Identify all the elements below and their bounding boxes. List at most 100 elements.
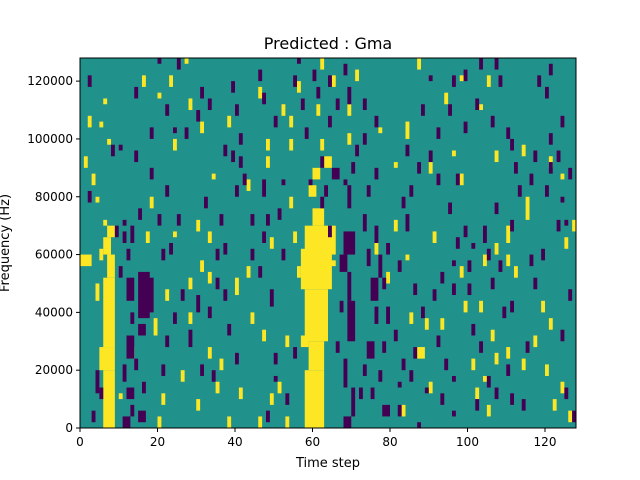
heatmap-cell-high xyxy=(188,98,193,111)
heatmap-cell-high xyxy=(374,243,379,255)
heatmap-cell-low xyxy=(176,214,181,226)
heatmap-cell-low xyxy=(494,387,499,400)
heatmap-cell-low xyxy=(138,323,146,336)
heatmap-cell-low xyxy=(537,75,542,87)
heatmap-cell-low xyxy=(134,358,139,371)
heatmap-cell-low xyxy=(262,92,266,105)
heatmap-cell-low xyxy=(231,150,235,163)
heatmap-cell-low xyxy=(452,410,456,417)
heatmap-cell-high xyxy=(157,92,162,99)
heatmap-cell-low xyxy=(165,104,170,116)
heatmap-cell-high xyxy=(211,173,216,180)
heatmap-cell-low xyxy=(157,58,162,64)
heatmap-cell-low xyxy=(440,271,445,284)
chart-title: Predicted : Gma xyxy=(264,34,392,53)
heatmap-cell-high xyxy=(521,358,526,371)
heatmap-cell-low xyxy=(273,115,278,128)
heatmap-cell-high xyxy=(227,416,232,428)
heatmap-cell-high xyxy=(169,75,173,87)
heatmap-cell-low xyxy=(448,104,452,116)
heatmap-cell-high xyxy=(308,185,317,197)
heatmap-cell-low xyxy=(506,364,511,376)
heatmap-cell-high xyxy=(479,300,483,313)
heatmap-cell-low xyxy=(452,375,456,382)
heatmap-cell-high xyxy=(200,121,204,134)
heatmap-cell-low xyxy=(87,75,92,87)
heatmap-cell-high xyxy=(145,231,150,243)
heatmap-cell-high xyxy=(424,318,429,330)
heatmap-cell-high xyxy=(483,254,487,267)
heatmap-cell-high xyxy=(459,173,464,186)
heatmap-cell-high xyxy=(196,219,201,232)
heatmap-cell-low xyxy=(471,243,476,249)
heatmap-cell-low xyxy=(339,300,344,313)
heatmap-cell-low xyxy=(347,86,352,105)
heatmap-cell-high xyxy=(479,104,483,111)
heatmap-cell-low xyxy=(324,185,328,197)
x-tick-label: 20 xyxy=(150,435,165,449)
heatmap-cell-low xyxy=(452,260,456,267)
y-tick-label: 80000 xyxy=(35,190,73,204)
heatmap-cell-low xyxy=(211,370,216,382)
heatmap-cell-low xyxy=(347,185,352,209)
x-tick-label: 0 xyxy=(76,435,84,449)
heatmap-cell-low xyxy=(258,69,263,82)
heatmap-cell-low xyxy=(130,225,135,243)
heatmap-cell-high xyxy=(281,104,286,116)
heatmap-cell-high xyxy=(188,312,193,324)
heatmap-cell-low xyxy=(479,341,483,353)
heatmap-cell-high xyxy=(308,341,325,371)
heatmap-cell-high xyxy=(258,86,263,99)
heatmap-cell-high xyxy=(486,75,491,87)
heatmap-cell-low xyxy=(560,115,565,128)
heatmap-cell-low xyxy=(421,104,425,116)
heatmap-cell-high xyxy=(572,219,576,232)
heatmap-cell-high xyxy=(320,58,325,70)
heatmap-cell-low xyxy=(262,179,266,197)
heatmap-cell-low xyxy=(235,104,239,116)
heatmap-cell-high xyxy=(277,381,282,394)
heatmap-cell-high xyxy=(304,370,325,428)
heatmap-cell-low xyxy=(560,329,565,342)
heatmap-cell-low xyxy=(126,335,135,359)
heatmap-cell-low xyxy=(215,248,220,261)
heatmap-cell-low xyxy=(378,254,383,278)
heatmap-cell-low xyxy=(91,410,96,423)
heatmap-cell-low xyxy=(355,144,359,157)
heatmap-cell-low xyxy=(188,329,193,348)
heatmap-cell-high xyxy=(207,271,212,284)
heatmap-cell-high xyxy=(506,254,511,267)
heatmap-cell-low xyxy=(428,75,433,82)
heatmap-cell-low xyxy=(339,254,348,272)
heatmap-cell-high xyxy=(452,150,456,157)
heatmap-cell-high xyxy=(215,381,220,394)
heatmap-cell-low xyxy=(521,399,526,411)
heatmap-cell-low xyxy=(378,370,383,382)
heatmap-cell-high xyxy=(285,335,290,348)
heatmap-cell-low xyxy=(215,277,220,290)
heatmap-cell-high xyxy=(331,75,336,87)
heatmap-cell-high xyxy=(269,237,274,249)
heatmap-cell-low xyxy=(564,219,569,226)
heatmap-cell-high xyxy=(463,300,468,313)
heatmap-cell-low xyxy=(498,260,503,272)
heatmap-cell-low xyxy=(545,185,549,197)
heatmap-cell-low xyxy=(111,144,115,157)
heatmap-cell-low xyxy=(351,387,356,417)
heatmap-cell-low xyxy=(130,312,135,324)
heatmap-cell-low xyxy=(374,167,379,180)
heatmap-cell-high xyxy=(246,179,251,191)
heatmap-cell-low xyxy=(397,404,402,417)
heatmap-cell-low xyxy=(370,277,379,301)
heatmap-cell-low xyxy=(386,306,390,324)
heatmap-cell-low xyxy=(405,214,410,232)
heatmap-cell-low xyxy=(370,387,375,400)
heatmap-cell-low xyxy=(471,323,476,336)
heatmap-cell-high xyxy=(269,393,274,405)
heatmap-cell-low xyxy=(463,225,468,238)
heatmap-cell-high xyxy=(304,289,328,342)
heatmap-cell-low xyxy=(328,75,332,87)
heatmap-cell-low xyxy=(556,219,561,232)
heatmap-cell-low xyxy=(161,364,166,376)
